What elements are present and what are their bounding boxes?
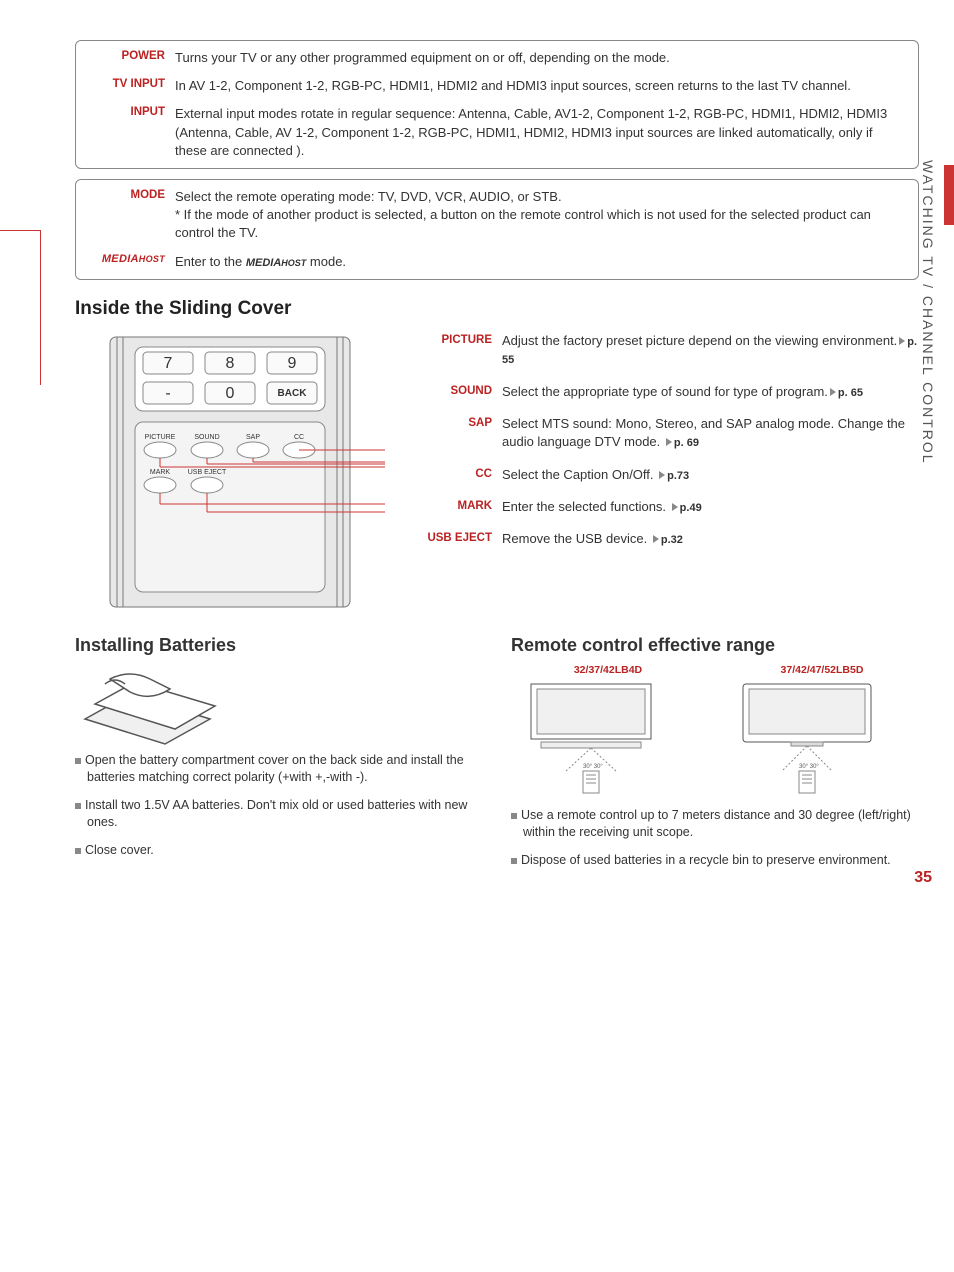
svg-text:9: 9 bbox=[288, 355, 297, 372]
range-item-2: Dispose of used batteries in a recycle b… bbox=[511, 852, 919, 870]
input-desc: External input modes rotate in regular s… bbox=[175, 105, 904, 160]
picture-text: Adjust the factory preset picture depend… bbox=[502, 332, 919, 369]
mediahost-label: MEDIAHOST bbox=[102, 253, 165, 265]
model2-label: 37/42/47/52LB5D bbox=[725, 664, 919, 676]
cc-text: Select the Caption On/Off. p.73 bbox=[502, 466, 919, 484]
svg-text:30° 30°: 30° 30° bbox=[583, 764, 603, 770]
side-tab: WATCHING TV / CHANNEL CONTROL bbox=[920, 160, 936, 465]
picture-label: PICTURE bbox=[415, 332, 502, 369]
tv-illustration-2: 30° 30° bbox=[725, 676, 895, 796]
batteries-section: Installing Batteries Open the battery co… bbox=[75, 635, 483, 880]
cover-title: Inside the Sliding Cover bbox=[75, 298, 919, 320]
battery-item-1: Open the battery compartment cover on th… bbox=[75, 752, 483, 787]
power-desc: Turns your TV or any other programmed eq… bbox=[175, 49, 904, 67]
input-label: INPUT bbox=[90, 105, 175, 160]
remote-diagram: 7 8 9 - 0 BACK PICTURE SOUND SAP CC MARK… bbox=[75, 332, 415, 615]
svg-text:8: 8 bbox=[226, 355, 235, 372]
svg-text:0: 0 bbox=[226, 385, 235, 402]
svg-text:-: - bbox=[165, 385, 170, 402]
sound-label: SOUND bbox=[415, 383, 502, 401]
tv-illustration-1: 30° 30° bbox=[511, 676, 681, 796]
battery-item-3: Close cover. bbox=[75, 842, 483, 860]
tvinput-label: TV INPUT bbox=[90, 77, 175, 95]
power-input-table: POWER Turns your TV or any other program… bbox=[75, 40, 919, 169]
mediahost-desc: Enter to the MEDIAHOST mode. bbox=[175, 253, 904, 271]
battery-illustration bbox=[75, 664, 235, 749]
mode-desc: Select the remote operating mode: TV, DV… bbox=[175, 188, 904, 243]
svg-text:PICTURE: PICTURE bbox=[145, 434, 176, 441]
usbeject-label: USB EJECT bbox=[415, 530, 502, 548]
range-item-1: Use a remote control up to 7 meters dist… bbox=[511, 807, 919, 842]
usbeject-text: Remove the USB device. p.32 bbox=[502, 530, 919, 548]
mark-text: Enter the selected functions. p.49 bbox=[502, 498, 919, 516]
svg-text:30° 30°: 30° 30° bbox=[799, 764, 819, 770]
cc-label: CC bbox=[415, 466, 502, 484]
range-section: Remote control effective range 32/37/42L… bbox=[511, 635, 919, 880]
mode-label: MODE bbox=[90, 188, 175, 243]
svg-text:7: 7 bbox=[164, 355, 173, 372]
batteries-title: Installing Batteries bbox=[75, 635, 483, 656]
mode-media-table: MODE Select the remote operating mode: T… bbox=[75, 179, 919, 280]
power-label: POWER bbox=[90, 49, 175, 67]
tvinput-desc: In AV 1-2, Component 1-2, RGB-PC, HDMI1,… bbox=[175, 77, 904, 95]
svg-text:USB EJECT: USB EJECT bbox=[188, 469, 227, 476]
cover-descriptions: PICTUREAdjust the factory preset picture… bbox=[415, 332, 919, 615]
svg-text:CC: CC bbox=[294, 434, 304, 441]
sap-text: Select MTS sound: Mono, Stereo, and SAP … bbox=[502, 415, 919, 452]
svg-text:SAP: SAP bbox=[246, 434, 260, 441]
sap-label: SAP bbox=[415, 415, 502, 452]
sound-text: Select the appropriate type of sound for… bbox=[502, 383, 919, 401]
svg-text:SOUND: SOUND bbox=[194, 434, 219, 441]
page-number: 35 bbox=[914, 869, 932, 887]
mark-label: MARK bbox=[415, 498, 502, 516]
battery-item-2: Install two 1.5V AA batteries. Don't mix… bbox=[75, 797, 483, 832]
model1-label: 32/37/42LB4D bbox=[511, 664, 705, 676]
svg-text:MARK: MARK bbox=[150, 469, 171, 476]
range-title: Remote control effective range bbox=[511, 635, 919, 656]
svg-text:BACK: BACK bbox=[278, 388, 308, 399]
